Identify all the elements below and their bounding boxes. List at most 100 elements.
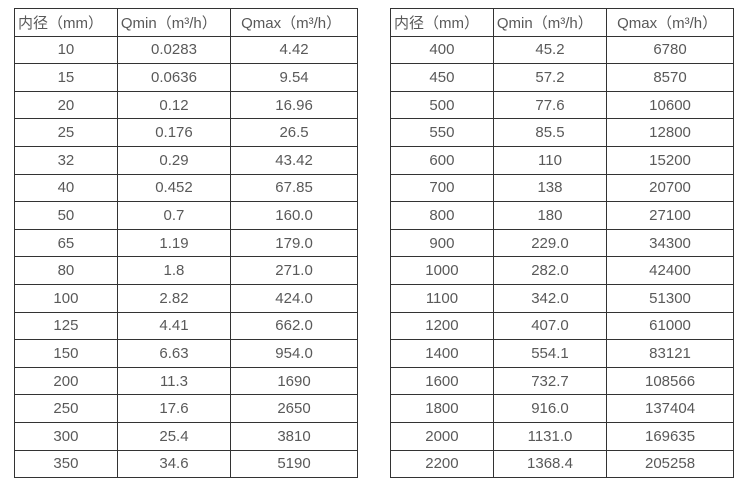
table-row: 150 6.63 954.0 bbox=[14, 339, 358, 368]
qmax-cell: 26.5 bbox=[230, 118, 358, 147]
qmin-cell: 0.0283 bbox=[116, 35, 232, 65]
qmax-cell: 271.0 bbox=[230, 256, 358, 285]
qmax-cell: 662.0 bbox=[230, 311, 358, 341]
qmin-cell: 85.5 bbox=[492, 118, 608, 147]
qmin-cell: 2.82 bbox=[116, 283, 232, 313]
table-row: 1100 342.0 51300 bbox=[390, 283, 734, 313]
table-row: 2200 1368.4 205258 bbox=[390, 449, 734, 479]
diameter-cell: 800 bbox=[390, 201, 494, 230]
diameter-cell: 1600 bbox=[390, 366, 494, 396]
table-row: 2000 1131.0 169635 bbox=[390, 421, 734, 451]
qmin-cell: 180 bbox=[492, 201, 608, 230]
table-row: 100 2.82 424.0 bbox=[14, 283, 358, 313]
diameter-cell: 450 bbox=[390, 63, 494, 92]
flow-table-large-diameters: 内径（mm） Qmin（m³/h） Qmax（m³/h） 400 45.2 6780… bbox=[390, 8, 734, 479]
qmax-cell: 51300 bbox=[606, 283, 734, 313]
qmin-cell: 0.452 bbox=[116, 173, 232, 203]
qmax-cell: 424.0 bbox=[230, 283, 358, 313]
qmax-cell: 3810 bbox=[230, 421, 358, 451]
header-cell-inner-diameter: 内径（mm） bbox=[390, 8, 494, 37]
diameter-cell: 900 bbox=[390, 228, 494, 258]
qmax-cell: 9.54 bbox=[230, 63, 358, 92]
header-row: 内径（mm） Qmin（m³/h） Qmax（m³/h） bbox=[14, 8, 358, 37]
table-row: 1600 732.7 108566 bbox=[390, 366, 734, 396]
qmin-cell: 1131.0 bbox=[492, 421, 608, 451]
qmin-cell: 1.8 bbox=[116, 256, 232, 285]
qmin-cell: 916.0 bbox=[492, 394, 608, 423]
header-cell-qmin: Qmin（m³/h） bbox=[116, 8, 232, 37]
table-row: 50 0.7 160.0 bbox=[14, 201, 358, 230]
qmin-cell: 77.6 bbox=[492, 90, 608, 120]
qmax-cell: 137404 bbox=[606, 394, 734, 423]
qmin-cell: 0.176 bbox=[116, 118, 232, 147]
diameter-cell: 200 bbox=[14, 366, 118, 396]
diameter-cell: 40 bbox=[14, 173, 118, 203]
qmin-cell: 138 bbox=[492, 173, 608, 203]
diameter-cell: 1200 bbox=[390, 311, 494, 341]
table-row: 700 138 20700 bbox=[390, 173, 734, 203]
table-row: 600 110 15200 bbox=[390, 145, 734, 175]
diameter-cell: 80 bbox=[14, 256, 118, 285]
qmin-cell: 6.63 bbox=[116, 339, 232, 368]
qmin-cell: 407.0 bbox=[492, 311, 608, 341]
qmin-cell: 0.7 bbox=[116, 201, 232, 230]
qmax-cell: 4.42 bbox=[230, 35, 358, 65]
diameter-cell: 400 bbox=[390, 35, 494, 65]
table-row: 550 85.5 12800 bbox=[390, 118, 734, 147]
qmin-cell: 110 bbox=[492, 145, 608, 175]
table-row: 200 11.3 1690 bbox=[14, 366, 358, 396]
diameter-cell: 125 bbox=[14, 311, 118, 341]
qmax-cell: 160.0 bbox=[230, 201, 358, 230]
qmax-cell: 6780 bbox=[606, 35, 734, 65]
qmin-cell: 282.0 bbox=[492, 256, 608, 285]
header-cell-inner-diameter: 内径（mm） bbox=[14, 8, 118, 37]
table-row: 15 0.0636 9.54 bbox=[14, 63, 358, 92]
header-cell-qmax: Qmax（m³/h） bbox=[230, 8, 358, 37]
qmax-cell: 34300 bbox=[606, 228, 734, 258]
header-cell-qmin: Qmin（m³/h） bbox=[492, 8, 608, 37]
table-row: 40 0.452 67.85 bbox=[14, 173, 358, 203]
table-row: 1000 282.0 42400 bbox=[390, 256, 734, 285]
diameter-cell: 500 bbox=[390, 90, 494, 120]
qmin-cell: 342.0 bbox=[492, 283, 608, 313]
qmin-cell: 554.1 bbox=[492, 339, 608, 368]
qmax-cell: 8570 bbox=[606, 63, 734, 92]
flow-table-small-diameters: 内径（mm） Qmin（m³/h） Qmax（m³/h） 10 0.0283 4.4… bbox=[14, 8, 358, 479]
qmin-cell: 1.19 bbox=[116, 228, 232, 258]
qmin-cell: 732.7 bbox=[492, 366, 608, 396]
qmax-cell: 43.42 bbox=[230, 145, 358, 175]
qmin-cell: 11.3 bbox=[116, 366, 232, 396]
qmax-cell: 16.96 bbox=[230, 90, 358, 120]
qmax-cell: 2650 bbox=[230, 394, 358, 423]
qmin-cell: 0.29 bbox=[116, 145, 232, 175]
diameter-cell: 1800 bbox=[390, 394, 494, 423]
qmax-cell: 10600 bbox=[606, 90, 734, 120]
diameter-cell: 1100 bbox=[390, 283, 494, 313]
qmax-cell: 83121 bbox=[606, 339, 734, 368]
qmax-cell: 1690 bbox=[230, 366, 358, 396]
diameter-cell: 600 bbox=[390, 145, 494, 175]
diameter-cell: 550 bbox=[390, 118, 494, 147]
table-row: 500 77.6 10600 bbox=[390, 90, 734, 120]
table-row: 20 0.12 16.96 bbox=[14, 90, 358, 120]
qmax-cell: 5190 bbox=[230, 449, 358, 479]
diameter-cell: 2200 bbox=[390, 449, 494, 479]
qmin-cell: 57.2 bbox=[492, 63, 608, 92]
diameter-cell: 250 bbox=[14, 394, 118, 423]
header-row: 内径（mm） Qmin（m³/h） Qmax（m³/h） bbox=[390, 8, 734, 37]
diameter-cell: 300 bbox=[14, 421, 118, 451]
table-row: 25 0.176 26.5 bbox=[14, 118, 358, 147]
diameter-cell: 100 bbox=[14, 283, 118, 313]
qmax-cell: 20700 bbox=[606, 173, 734, 203]
qmax-cell: 67.85 bbox=[230, 173, 358, 203]
qmin-cell: 229.0 bbox=[492, 228, 608, 258]
qmin-cell: 25.4 bbox=[116, 421, 232, 451]
diameter-cell: 700 bbox=[390, 173, 494, 203]
table-row: 1400 554.1 83121 bbox=[390, 339, 734, 368]
table-row: 350 34.6 5190 bbox=[14, 449, 358, 479]
table-row: 10 0.0283 4.42 bbox=[14, 35, 358, 65]
qmax-cell: 12800 bbox=[606, 118, 734, 147]
table-row: 125 4.41 662.0 bbox=[14, 311, 358, 341]
diameter-cell: 1400 bbox=[390, 339, 494, 368]
qmin-cell: 17.6 bbox=[116, 394, 232, 423]
